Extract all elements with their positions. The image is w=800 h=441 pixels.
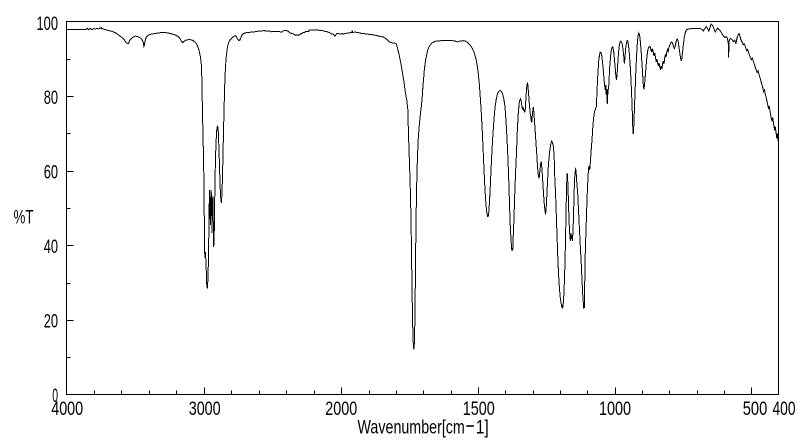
- svg-text:1500: 1500: [463, 399, 495, 420]
- svg-text:400: 400: [773, 399, 796, 420]
- svg-text:100: 100: [37, 14, 59, 35]
- svg-text:1]: 1]: [476, 418, 489, 439]
- svg-text:40: 40: [44, 237, 58, 258]
- svg-text:3000: 3000: [189, 399, 221, 420]
- svg-text:4000: 4000: [51, 399, 83, 420]
- svg-text:1000: 1000: [599, 399, 631, 420]
- svg-text:60: 60: [44, 162, 58, 183]
- svg-text:0: 0: [52, 386, 58, 407]
- svg-text:500: 500: [743, 399, 768, 420]
- svg-text:Wavenumber[cm: Wavenumber[cm: [358, 418, 465, 439]
- svg-text:80: 80: [44, 88, 58, 109]
- svg-text:%T: %T: [14, 208, 34, 229]
- svg-text:2000: 2000: [325, 399, 357, 420]
- svg-text:20: 20: [44, 312, 58, 333]
